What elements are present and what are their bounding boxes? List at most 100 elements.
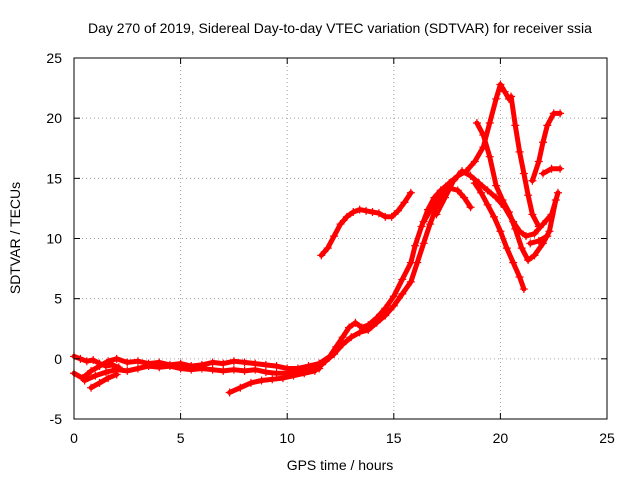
- data-point-marker: [406, 188, 415, 197]
- data-point-marker: [95, 378, 104, 387]
- data-point-marker: [528, 176, 537, 185]
- y-tick-label: 0: [54, 351, 62, 367]
- data-point-marker: [496, 80, 505, 89]
- series-line: [88, 372, 120, 391]
- data-point-marker: [524, 191, 533, 200]
- x-tick-label: 5: [177, 430, 185, 446]
- data-point-marker: [229, 357, 238, 366]
- data-point-marker: [426, 220, 435, 229]
- data-point-marker: [355, 205, 364, 214]
- data-point-marker: [225, 388, 234, 397]
- data-series: [70, 80, 565, 397]
- data-point-marker: [528, 210, 537, 219]
- data-point-marker: [519, 169, 528, 178]
- data-point-marker: [372, 318, 381, 327]
- data-point-marker: [453, 186, 462, 195]
- data-point-marker: [342, 212, 351, 221]
- data-point-marker: [472, 118, 481, 127]
- data-point-marker: [246, 378, 255, 387]
- series-track-i: [507, 92, 543, 231]
- data-point-marker: [208, 358, 217, 367]
- data-point-marker: [133, 364, 142, 373]
- data-point-marker: [534, 157, 543, 166]
- data-point-marker: [300, 369, 309, 378]
- data-point-marker: [400, 198, 409, 207]
- data-point-marker: [317, 251, 326, 260]
- data-point-marker: [519, 285, 528, 294]
- data-point-marker: [251, 365, 260, 374]
- data-point-marker: [176, 364, 185, 373]
- data-point-marker: [521, 232, 530, 241]
- data-point-marker: [428, 203, 437, 212]
- data-point-marker: [219, 359, 228, 368]
- data-point-marker: [112, 354, 121, 363]
- data-point-marker: [470, 157, 479, 166]
- data-point-marker: [460, 193, 469, 202]
- x-tick-label: 20: [493, 430, 509, 446]
- data-point-marker: [112, 370, 121, 379]
- y-tick-label: 5: [54, 291, 62, 307]
- series-track-j: [528, 109, 565, 185]
- data-point-marker: [351, 318, 360, 327]
- data-point-marker: [539, 138, 548, 147]
- data-point-marker: [330, 350, 339, 359]
- data-point-marker: [530, 251, 539, 260]
- data-point-marker: [507, 92, 516, 101]
- data-point-marker: [355, 328, 364, 337]
- data-point-marker: [551, 195, 560, 204]
- data-point-marker: [485, 152, 494, 161]
- data-point-marker: [534, 222, 543, 231]
- data-point-marker: [336, 220, 345, 229]
- data-point-marker: [411, 241, 420, 250]
- series-track-h: [470, 179, 528, 294]
- data-point-marker: [466, 203, 475, 212]
- data-point-marker: [398, 275, 407, 284]
- data-point-marker: [458, 167, 467, 176]
- data-point-marker: [347, 333, 356, 342]
- data-point-marker: [483, 186, 492, 195]
- data-point-marker: [515, 273, 524, 282]
- data-point-marker: [165, 362, 174, 371]
- data-point-marker: [440, 193, 449, 202]
- axis-ticks: 0 5 10 15 20 25 -5 0 5 10 15 20 25: [46, 50, 615, 446]
- data-point-marker: [89, 356, 98, 365]
- x-axis-label: GPS time / hours: [287, 457, 394, 473]
- data-point-marker: [547, 164, 556, 173]
- data-point-marker: [479, 131, 488, 140]
- data-point-marker: [345, 323, 354, 332]
- data-point-marker: [436, 191, 445, 200]
- data-point-marker: [82, 357, 91, 366]
- y-tick-label: -5: [50, 411, 63, 427]
- data-point-marker: [419, 239, 428, 248]
- data-point-marker: [406, 277, 415, 286]
- data-point-marker: [368, 208, 377, 217]
- data-point-marker: [278, 374, 287, 383]
- data-point-marker: [323, 244, 332, 253]
- data-point-marker: [108, 360, 117, 369]
- data-point-marker: [490, 212, 499, 221]
- data-point-marker: [449, 176, 458, 185]
- data-point-marker: [556, 164, 565, 173]
- data-point-marker: [101, 362, 110, 371]
- data-point-marker: [208, 365, 217, 374]
- data-point-marker: [534, 236, 543, 245]
- data-point-marker: [394, 206, 403, 215]
- data-point-marker: [349, 208, 358, 217]
- data-point-marker: [321, 357, 330, 366]
- data-point-marker: [364, 325, 373, 334]
- data-point-marker: [374, 209, 383, 218]
- data-point-marker: [492, 94, 501, 103]
- data-point-marker: [539, 220, 548, 229]
- data-point-marker: [289, 371, 298, 380]
- data-point-marker: [509, 258, 518, 267]
- data-point-marker: [330, 232, 339, 241]
- data-point-marker: [500, 87, 509, 96]
- data-point-marker: [498, 195, 507, 204]
- data-point-marker: [483, 200, 492, 209]
- data-point-marker: [362, 206, 371, 215]
- data-point-marker: [504, 208, 513, 217]
- series-track-n: [87, 370, 121, 392]
- data-point-marker: [470, 179, 479, 188]
- data-point-marker: [87, 383, 96, 392]
- data-point-marker: [114, 363, 123, 372]
